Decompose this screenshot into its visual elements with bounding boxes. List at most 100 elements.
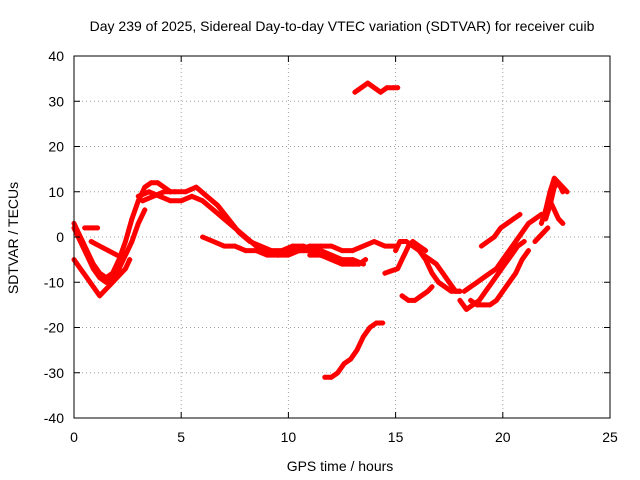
data-point <box>172 189 178 195</box>
data-point <box>373 320 379 326</box>
data-point <box>110 275 116 281</box>
data-point <box>335 370 341 376</box>
data-point <box>427 257 433 263</box>
y-tick-label: 0 <box>56 229 64 245</box>
data-point <box>493 266 499 272</box>
data-point <box>178 198 184 204</box>
data-point <box>318 248 324 254</box>
data-point <box>500 257 506 263</box>
data-point <box>322 374 328 380</box>
data-point <box>429 270 435 276</box>
data-point <box>146 189 152 195</box>
data-point <box>135 198 141 204</box>
series-band <box>547 198 566 226</box>
data-point <box>135 220 141 226</box>
y-tick-label: -10 <box>44 274 64 290</box>
data-point <box>350 257 356 263</box>
data-point <box>491 234 497 240</box>
data-point <box>560 184 566 190</box>
data-point <box>397 239 403 245</box>
data-point <box>360 334 366 340</box>
series-arc-24 <box>547 198 566 226</box>
data-point <box>556 180 562 186</box>
data-point <box>508 252 514 258</box>
data-point <box>365 80 371 86</box>
data-point <box>483 288 489 294</box>
data-point <box>189 193 195 199</box>
data-point <box>453 288 459 294</box>
series-band <box>322 320 386 380</box>
data-point <box>440 270 446 276</box>
data-point <box>328 257 334 263</box>
data-point <box>541 229 547 235</box>
data-point <box>420 252 426 258</box>
data-point <box>425 288 431 294</box>
y-axis-label: SDTVAR / TECUs <box>5 182 21 294</box>
data-point <box>118 270 124 276</box>
data-point <box>225 216 231 222</box>
data-point <box>204 193 210 199</box>
series-band <box>71 257 133 299</box>
data-point <box>97 293 103 299</box>
data-point <box>264 252 270 258</box>
data-point <box>405 297 411 303</box>
data-point <box>463 306 469 312</box>
data-point <box>429 284 435 290</box>
data-point <box>498 225 504 231</box>
data-point <box>435 279 441 285</box>
data-point <box>388 268 394 274</box>
data-point <box>474 302 480 308</box>
data-point <box>92 241 98 247</box>
data-point <box>423 248 429 254</box>
series-band <box>399 284 435 303</box>
data-point <box>307 252 313 258</box>
data-point <box>384 85 390 91</box>
data-point <box>90 284 96 290</box>
data-point <box>410 243 416 249</box>
data-point <box>101 245 107 251</box>
data-point <box>513 239 519 245</box>
data-point <box>296 248 302 254</box>
x-tick-label: 5 <box>177 429 185 445</box>
data-point <box>285 248 291 254</box>
data-point <box>506 279 512 285</box>
series-arc-15 <box>399 284 435 303</box>
data-point <box>485 239 491 245</box>
data-point <box>468 284 474 290</box>
data-point <box>412 297 418 303</box>
data-point <box>513 270 519 276</box>
data-point <box>487 270 493 276</box>
y-tick-label: -20 <box>44 320 64 336</box>
data-point <box>167 198 173 204</box>
data-point <box>551 175 557 181</box>
data-point <box>122 239 128 245</box>
data-point <box>526 220 532 226</box>
data-point <box>395 266 401 272</box>
data-point <box>82 225 88 231</box>
data-point <box>560 220 566 226</box>
data-point <box>135 193 141 199</box>
series-arc-11 <box>322 320 386 380</box>
x-tick-label: 20 <box>495 429 511 445</box>
data-point <box>290 243 296 249</box>
series-band <box>200 234 366 267</box>
data-point <box>500 288 506 294</box>
data-point <box>328 252 334 258</box>
data-point <box>193 184 199 190</box>
series-arc-4 <box>82 225 101 231</box>
data-point <box>77 266 83 272</box>
data-point <box>556 216 562 222</box>
data-point <box>122 252 128 258</box>
data-point <box>371 239 377 245</box>
data-point <box>476 297 482 303</box>
series-arc-10 <box>307 252 369 267</box>
data-point <box>474 279 480 285</box>
data-point <box>395 85 401 91</box>
data-point <box>515 243 521 249</box>
data-point <box>521 239 527 245</box>
y-tick-label: -40 <box>44 410 64 426</box>
data-point <box>511 216 517 222</box>
series-arc-16 <box>420 252 463 294</box>
series-band <box>71 207 148 285</box>
data-point <box>360 243 366 249</box>
